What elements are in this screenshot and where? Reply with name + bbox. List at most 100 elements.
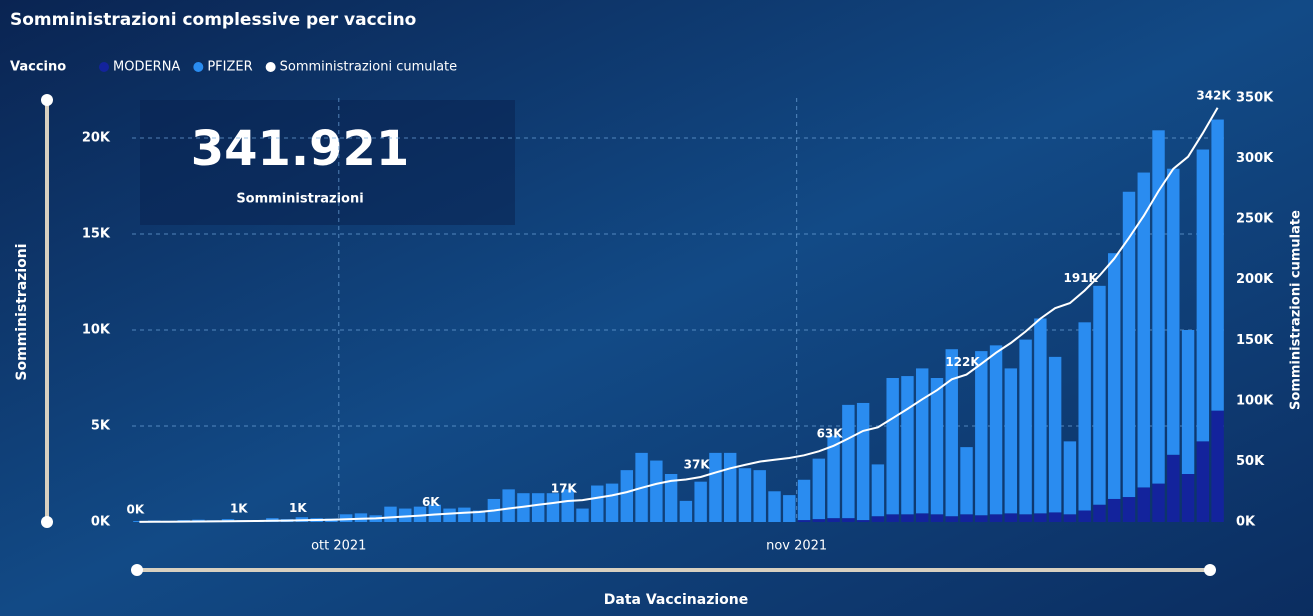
legend-label: PFIZER xyxy=(207,60,252,75)
bar xyxy=(1019,339,1032,515)
y-tick-label: 20K xyxy=(82,130,111,145)
data-label: 1K xyxy=(230,502,248,516)
y-axis-title: Somministrazioni xyxy=(14,243,30,380)
bar xyxy=(856,402,870,521)
bar xyxy=(531,493,545,522)
bar xyxy=(428,504,441,522)
bar xyxy=(945,349,958,517)
bar xyxy=(1122,191,1136,498)
bar xyxy=(812,458,826,520)
bar xyxy=(1196,441,1210,522)
bar xyxy=(753,470,766,522)
bar xyxy=(709,452,722,522)
bar xyxy=(856,520,870,522)
data-label: 191K xyxy=(1064,271,1099,285)
y2-tick-label: 300K xyxy=(1236,151,1274,166)
bar xyxy=(620,470,634,522)
bar xyxy=(975,351,988,516)
bar xyxy=(1063,441,1077,515)
bar xyxy=(1034,318,1047,514)
bar xyxy=(797,520,811,522)
bar xyxy=(472,510,486,522)
bar xyxy=(783,495,796,522)
bar xyxy=(546,493,560,522)
y-slider-handle[interactable] xyxy=(41,94,53,106)
bar xyxy=(989,345,1003,515)
y-tick-label: 5K xyxy=(91,418,111,433)
bar xyxy=(871,464,885,517)
bar xyxy=(605,483,619,522)
legend-marker xyxy=(99,62,109,72)
bar xyxy=(1078,322,1091,511)
bar xyxy=(413,506,427,522)
x-axis-title: Data Vaccinazione xyxy=(604,592,748,608)
bar xyxy=(1063,514,1077,522)
bar xyxy=(1048,356,1062,513)
bar xyxy=(886,377,899,515)
data-label: 63K xyxy=(817,426,844,440)
bar xyxy=(443,508,456,522)
bar xyxy=(1004,368,1018,514)
y2-tick-label: 250K xyxy=(1236,212,1274,227)
legend-label: Somministrazioni cumulate xyxy=(280,60,458,75)
legend-label: MODERNA xyxy=(113,60,180,75)
y2-tick-label: 50K xyxy=(1236,454,1265,469)
bar xyxy=(738,468,752,522)
y2-tick-label: 350K xyxy=(1236,91,1274,106)
bar xyxy=(1211,119,1224,411)
bar xyxy=(827,518,840,522)
data-label: 122K xyxy=(945,355,980,369)
bar xyxy=(1167,168,1180,455)
legend-title: Vaccino xyxy=(10,60,66,75)
bar xyxy=(576,508,589,522)
bar xyxy=(384,506,397,522)
y2-axis-title: Somministrazioni cumulate xyxy=(1289,210,1304,410)
bar xyxy=(561,489,574,522)
x-slider-handle[interactable] xyxy=(131,564,143,576)
bar xyxy=(591,485,604,522)
bar xyxy=(812,519,826,522)
y-tick-label: 15K xyxy=(82,226,111,241)
bar xyxy=(1093,285,1106,505)
y2-tick-label: 150K xyxy=(1236,333,1274,348)
bar xyxy=(797,479,811,521)
bar xyxy=(1048,512,1062,522)
data-label: 1K xyxy=(289,501,307,515)
data-label: 37K xyxy=(684,457,711,471)
card-value: 341.921 xyxy=(191,121,410,177)
data-label: 342K xyxy=(1196,88,1231,102)
data-label: 17K xyxy=(551,481,578,495)
bar xyxy=(930,514,944,522)
bar xyxy=(960,514,973,522)
bar xyxy=(458,507,471,522)
bar xyxy=(1019,514,1032,522)
bar xyxy=(1108,498,1121,522)
bar xyxy=(354,513,368,522)
data-label: 0K xyxy=(127,502,145,516)
bar xyxy=(1034,513,1047,522)
bar xyxy=(1152,483,1165,522)
bar xyxy=(989,514,1003,522)
bar xyxy=(1004,513,1018,522)
legend-marker xyxy=(193,62,204,72)
bar xyxy=(1167,454,1180,522)
bar xyxy=(650,460,663,522)
bar xyxy=(1181,329,1195,474)
legend-marker xyxy=(265,62,276,72)
bar xyxy=(901,376,914,515)
bar xyxy=(133,521,146,522)
x-slider-handle[interactable] xyxy=(1204,564,1216,576)
y-tick-label: 0K xyxy=(91,515,111,530)
bar xyxy=(399,508,412,522)
bar xyxy=(916,513,929,522)
bar xyxy=(1137,172,1150,488)
chart-title: Somministrazioni complessive per vaccino xyxy=(10,10,416,30)
bar xyxy=(1122,497,1136,522)
y-slider-handle[interactable] xyxy=(41,516,53,528)
bar xyxy=(1078,510,1091,522)
y2-tick-label: 200K xyxy=(1236,272,1274,287)
bar xyxy=(930,377,944,515)
bar xyxy=(768,491,781,522)
